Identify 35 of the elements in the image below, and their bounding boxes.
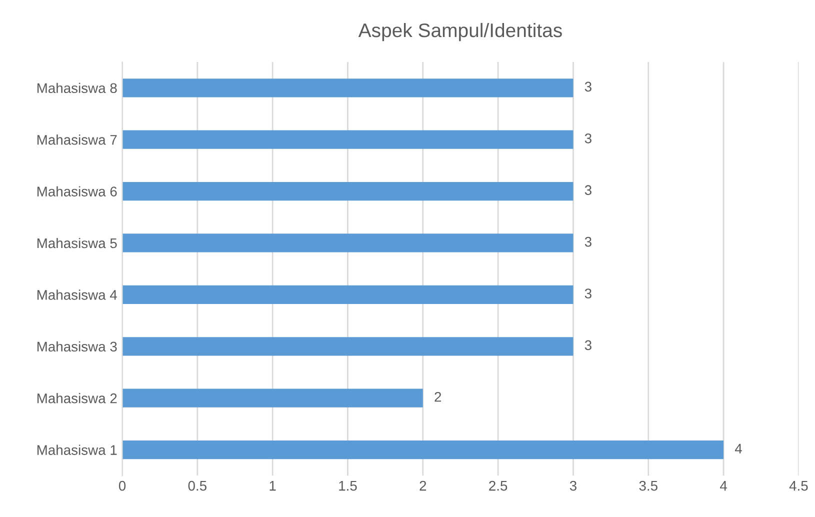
x-tick-label: 0 xyxy=(118,480,126,491)
data-label: 3 xyxy=(584,236,592,247)
y-tick-label: Mahasiswa 7 xyxy=(37,134,117,145)
x-tick-label: 1.5 xyxy=(339,481,357,491)
data-label: 3 xyxy=(584,340,592,350)
data-label: 4 xyxy=(734,444,742,454)
x-tick-label: 2.5 xyxy=(489,480,508,491)
data-label: 2 xyxy=(434,392,442,402)
data-label: 3 xyxy=(584,288,592,298)
x-tick-label: 4 xyxy=(720,481,727,491)
data-label: 3 xyxy=(584,82,592,92)
x-tick-label: 3 xyxy=(570,480,576,491)
y-tick-label: Mahasiswa 8 xyxy=(37,82,117,94)
bar xyxy=(122,337,574,356)
y-tick-label: Mahasiswa 6 xyxy=(37,186,117,196)
data-label: 3 xyxy=(584,133,592,144)
x-tick-label: 0.5 xyxy=(188,480,206,491)
x-tick-label: 4.5 xyxy=(789,481,808,491)
y-tick-label: Mahasiswa 1 xyxy=(37,444,117,455)
bar xyxy=(122,285,574,304)
y-tick-label: Mahasiswa 4 xyxy=(37,290,117,300)
x-tick-label: 3.5 xyxy=(639,480,658,491)
bar xyxy=(122,234,574,252)
data-label: 3 xyxy=(584,185,592,196)
y-tick-label: Mahasiswa 5 xyxy=(37,238,117,248)
bar xyxy=(122,78,574,98)
x-tick-label: 2 xyxy=(420,480,426,491)
bar xyxy=(122,440,724,460)
y-tick-label: Mahasiswa 2 xyxy=(37,393,117,404)
bar xyxy=(122,130,574,149)
bar xyxy=(122,182,574,201)
bar xyxy=(122,388,423,408)
x-tick-label: 1 xyxy=(270,481,276,491)
chart-title: Aspek Sampul/Identitas xyxy=(358,22,562,42)
y-tick-label: Mahasiswa 3 xyxy=(37,341,117,352)
